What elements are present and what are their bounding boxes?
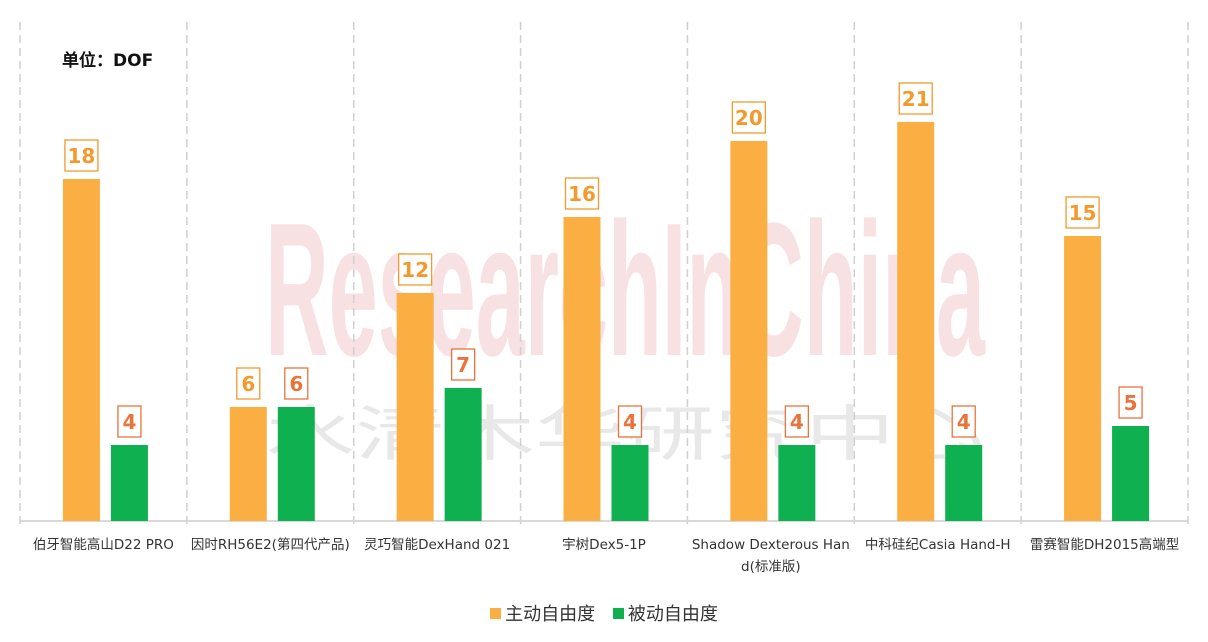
bar-passive (1112, 426, 1150, 521)
data-label-box (951, 405, 976, 438)
data-label: 7 (456, 353, 470, 377)
x-tick-label: 雷赛智能DH2015高端型 (1030, 536, 1179, 553)
data-label-box (450, 348, 476, 381)
data-label-box (64, 139, 99, 172)
data-label: 4 (957, 410, 971, 434)
data-label: 21 (902, 87, 930, 111)
data-label-box (617, 405, 643, 438)
data-label: 15 (1069, 201, 1097, 225)
data-label: 6 (289, 372, 303, 396)
data-label: 16 (568, 182, 596, 206)
data-label-box (898, 82, 933, 115)
data-label: 12 (401, 258, 429, 282)
bars-group: 18 4 6 6 12 7 16 4 20 4 21 4 15 5 (62, 82, 1150, 521)
data-label: 6 (241, 372, 255, 396)
bar-passive (778, 445, 816, 521)
legend-label-passive: 被动自由度 (627, 604, 718, 625)
data-label: 4 (623, 410, 637, 434)
legend-swatch-passive (612, 607, 624, 619)
bar-passive (611, 445, 649, 521)
data-label: 4 (790, 410, 804, 434)
bar-active (396, 293, 434, 521)
unit-label: 单位：DOF (62, 51, 154, 71)
legend-item-active: 主动自由度 (490, 600, 595, 626)
data-label-box (1118, 386, 1143, 419)
bar-active (897, 122, 935, 521)
data-label-box (284, 367, 309, 400)
legend: 主动自由度 被动自由度 (0, 600, 1208, 626)
x-tick-label: 伯牙智能高山D22 PRO (33, 536, 174, 553)
legend-item-passive: 被动自由度 (612, 600, 718, 626)
x-tick-label: Shadow Dexterous Han d(标准版) (692, 537, 850, 575)
bar-passive (444, 388, 482, 521)
svg-text:ResearchInChina: ResearchInChina (265, 184, 986, 396)
x-tick-label: 灵巧智能DexHand 021 (364, 537, 510, 553)
data-label-box (784, 405, 810, 438)
bar-passive (110, 445, 148, 521)
data-label: 18 (68, 144, 96, 168)
data-label-box (731, 101, 767, 134)
data-label-box (1065, 196, 1100, 229)
legend-label-active: 主动自由度 (505, 604, 596, 625)
x-tick-label: 中科硅纪Casia Hand-H (865, 537, 1011, 553)
bar-active (1064, 236, 1102, 521)
bar-passive (277, 407, 315, 521)
x-tick-label: 因时RH56E2(第四代产品) (191, 536, 350, 553)
data-label-box (397, 253, 433, 286)
bar-active (229, 407, 267, 521)
x-tick-labels: 伯牙智能高山D22 PRO 因时RH56E2(第四代产品) 灵巧智能DexHand … (33, 536, 1179, 575)
x-tick-label: 宇树Dex5-1P (562, 537, 646, 553)
data-label-box (564, 177, 600, 210)
category-separators (19, 22, 1189, 528)
bar-active (730, 141, 768, 521)
legend-swatch-active (490, 607, 502, 619)
data-label-box (117, 405, 142, 438)
bar-active (62, 179, 100, 521)
bar-passive (945, 445, 983, 521)
data-label: 20 (735, 106, 763, 130)
bar-active (563, 217, 601, 521)
data-label: 5 (1124, 391, 1138, 415)
data-label: 4 (122, 410, 136, 434)
data-label-box (236, 367, 261, 400)
